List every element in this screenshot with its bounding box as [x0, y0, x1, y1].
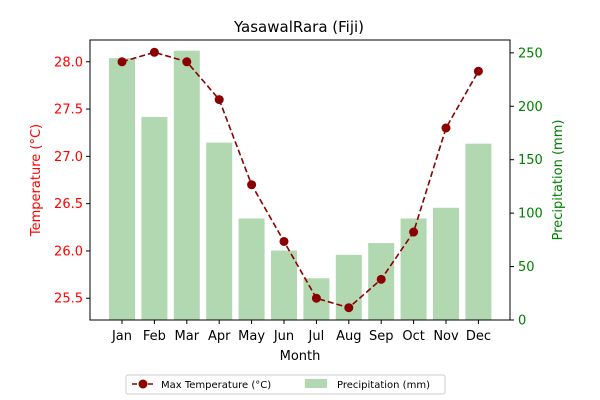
- legend-box: [125, 374, 446, 395]
- x-tick-label: Dec: [466, 329, 491, 344]
- y-right-tick-label: 50: [518, 260, 535, 275]
- chart-title: YasawalRara (Fiji): [233, 18, 364, 36]
- x-tick-label: Sep: [369, 329, 394, 344]
- legend-label-temperature: Max Temperature (°C): [161, 380, 271, 391]
- temperature-point: [376, 274, 386, 284]
- y-left-tick-label: 27.5: [54, 103, 83, 118]
- precipitation-bar: [206, 142, 233, 320]
- y-left-tick-label: 25.5: [54, 292, 83, 307]
- temperature-point: [214, 95, 224, 105]
- y-axis-label-precipitation: Precipitation (mm): [551, 120, 566, 241]
- temperature-point: [182, 57, 192, 67]
- temperature-point: [149, 47, 159, 57]
- y-right-tick-label: 200: [518, 100, 543, 115]
- temperature-point: [247, 180, 257, 190]
- temperature-point: [473, 66, 483, 76]
- precipitation-bar: [141, 116, 168, 320]
- plot-frame: [89, 39, 511, 321]
- y-left-tick-label: 28.0: [54, 55, 83, 70]
- temperature-point: [117, 57, 127, 67]
- y-axis-temperature: 25.5 26.0 26.5 27.0 27.5 28.0: [54, 55, 90, 307]
- x-tick-label: May: [238, 329, 265, 344]
- y-right-tick-label: 0: [518, 314, 526, 329]
- y-axis-precipitation: 0 50 100 150 200 250: [510, 46, 543, 329]
- precipitation-bar: [238, 218, 265, 320]
- legend-label-precipitation: Precipitation (mm): [337, 380, 430, 391]
- y-left-tick-label: 27.0: [54, 150, 83, 165]
- y-left-tick-label: 26.0: [54, 244, 83, 259]
- y-axis-label-temperature: Temperature (°C): [29, 124, 44, 237]
- precipitation-bar: [465, 143, 492, 320]
- x-tick-label: Oct: [402, 329, 424, 344]
- legend-bar-swatch: [305, 379, 327, 388]
- precipitation-bar: [271, 250, 297, 320]
- x-tick-label: Aug: [336, 329, 361, 344]
- precipitation-bar: [173, 50, 200, 321]
- x-tick-label: Jul: [308, 329, 325, 344]
- x-tick-label: Mar: [175, 329, 200, 344]
- x-tick-label: Jan: [111, 329, 132, 344]
- y-right-tick-label: 150: [518, 153, 543, 168]
- y-left-tick-label: 26.5: [54, 197, 83, 212]
- temperature-line: [117, 47, 483, 313]
- legend: Max Temperature (°C) Precipitation (mm): [125, 374, 446, 395]
- x-tick-label: Apr: [208, 329, 231, 344]
- x-tick-label: Nov: [433, 329, 459, 344]
- temperature-point: [441, 123, 451, 133]
- legend-marker: [138, 379, 148, 389]
- temperature-series-line: [121, 51, 480, 309]
- x-axis-label: Month: [280, 349, 321, 364]
- precipitation-bars: [109, 50, 492, 321]
- x-axis: Jan Feb Mar Apr May Jun Jul Aug Sep Oct Nov Dec: [111, 320, 491, 344]
- x-tick-label: Jun: [273, 329, 294, 344]
- temperature-point: [311, 293, 321, 303]
- temperature-point: [409, 227, 419, 237]
- temperature-point: [279, 236, 289, 246]
- temperature-point: [344, 303, 354, 313]
- x-tick-label: Feb: [143, 329, 166, 344]
- y-right-tick-label: 100: [518, 207, 543, 222]
- precipitation-bar: [109, 58, 135, 320]
- y-right-tick-label: 250: [518, 46, 543, 61]
- precipitation-bar: [433, 207, 459, 320]
